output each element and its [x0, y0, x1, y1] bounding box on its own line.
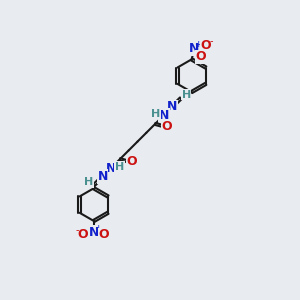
Text: O: O	[77, 228, 88, 241]
Text: O: O	[201, 39, 212, 52]
Text: N: N	[88, 226, 99, 239]
Text: O: O	[98, 228, 109, 241]
Text: -: -	[76, 225, 80, 235]
Text: N: N	[106, 162, 116, 175]
Text: N: N	[159, 109, 169, 122]
Text: O: O	[126, 155, 137, 168]
Text: O: O	[162, 120, 172, 133]
Text: -: -	[210, 36, 213, 46]
Text: H: H	[151, 109, 160, 119]
Text: H: H	[182, 90, 191, 100]
Text: +: +	[94, 224, 101, 232]
Text: +: +	[194, 40, 202, 49]
Text: H: H	[84, 177, 93, 187]
Text: N: N	[167, 100, 178, 113]
Text: H: H	[115, 162, 124, 172]
Text: O: O	[196, 50, 206, 63]
Text: N: N	[189, 42, 200, 55]
Text: N: N	[98, 170, 108, 183]
